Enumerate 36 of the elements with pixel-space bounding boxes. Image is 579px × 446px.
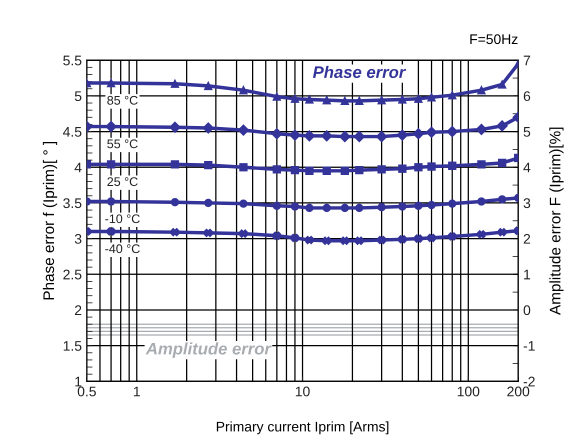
text: F=50Hz bbox=[470, 34, 518, 44]
annotation: 25 °C bbox=[107, 177, 138, 186]
y-tick-label: 2 bbox=[74, 305, 82, 316]
y2-tick-label: -1 bbox=[524, 341, 535, 351]
y-tick-label: 2.5 bbox=[63, 270, 82, 280]
x-axis-title: Primary current Iprim [Arms] bbox=[216, 421, 388, 434]
x-tick-label: 200 bbox=[507, 386, 530, 396]
x-tick-label: 1 bbox=[134, 386, 140, 396]
y-tick-label: 3 bbox=[74, 234, 82, 244]
y-tick-label: 4.5 bbox=[63, 127, 82, 137]
y2-tick-label: 7 bbox=[524, 56, 530, 66]
y-tick-label: 5 bbox=[74, 91, 82, 102]
y2-tick-label: 1 bbox=[524, 270, 530, 280]
annotation: -10 °C bbox=[105, 214, 140, 224]
y2-tick-label: -2 bbox=[524, 376, 535, 386]
y-tick-label: 4 bbox=[74, 162, 82, 172]
y2-tick-label: 3 bbox=[524, 198, 530, 208]
y-tick-label: 1 bbox=[75, 376, 82, 386]
y2-tick-label: 5 bbox=[524, 127, 530, 137]
annotation: 85 °C bbox=[107, 96, 138, 105]
annotation: 55 °C bbox=[107, 139, 138, 148]
annotation: Phase error bbox=[312, 66, 406, 78]
x-tick-label: 10 bbox=[296, 386, 310, 396]
y2-axis-title: Amplitude error F (Iprim)[%] bbox=[549, 128, 564, 315]
x-tick-label: 0.5 bbox=[78, 386, 96, 396]
y-tick-label: 5.5 bbox=[63, 56, 82, 66]
x-tick-label: 100 bbox=[458, 386, 480, 396]
y-axis-title: Phase error f (Iprim)[ ° ] bbox=[42, 142, 58, 300]
y-tick-label: 3.5 bbox=[63, 198, 82, 208]
y2-tick-label: 6 bbox=[524, 91, 530, 102]
annotation: Amplitude error bbox=[146, 342, 272, 358]
annotation: -40 °C bbox=[105, 244, 140, 254]
y2-tick-label: 2 bbox=[524, 234, 530, 244]
y2-tick-label: 0 bbox=[524, 305, 530, 316]
y2-tick-label: 4 bbox=[523, 162, 530, 172]
y-tick-label: 1.5 bbox=[64, 341, 82, 351]
